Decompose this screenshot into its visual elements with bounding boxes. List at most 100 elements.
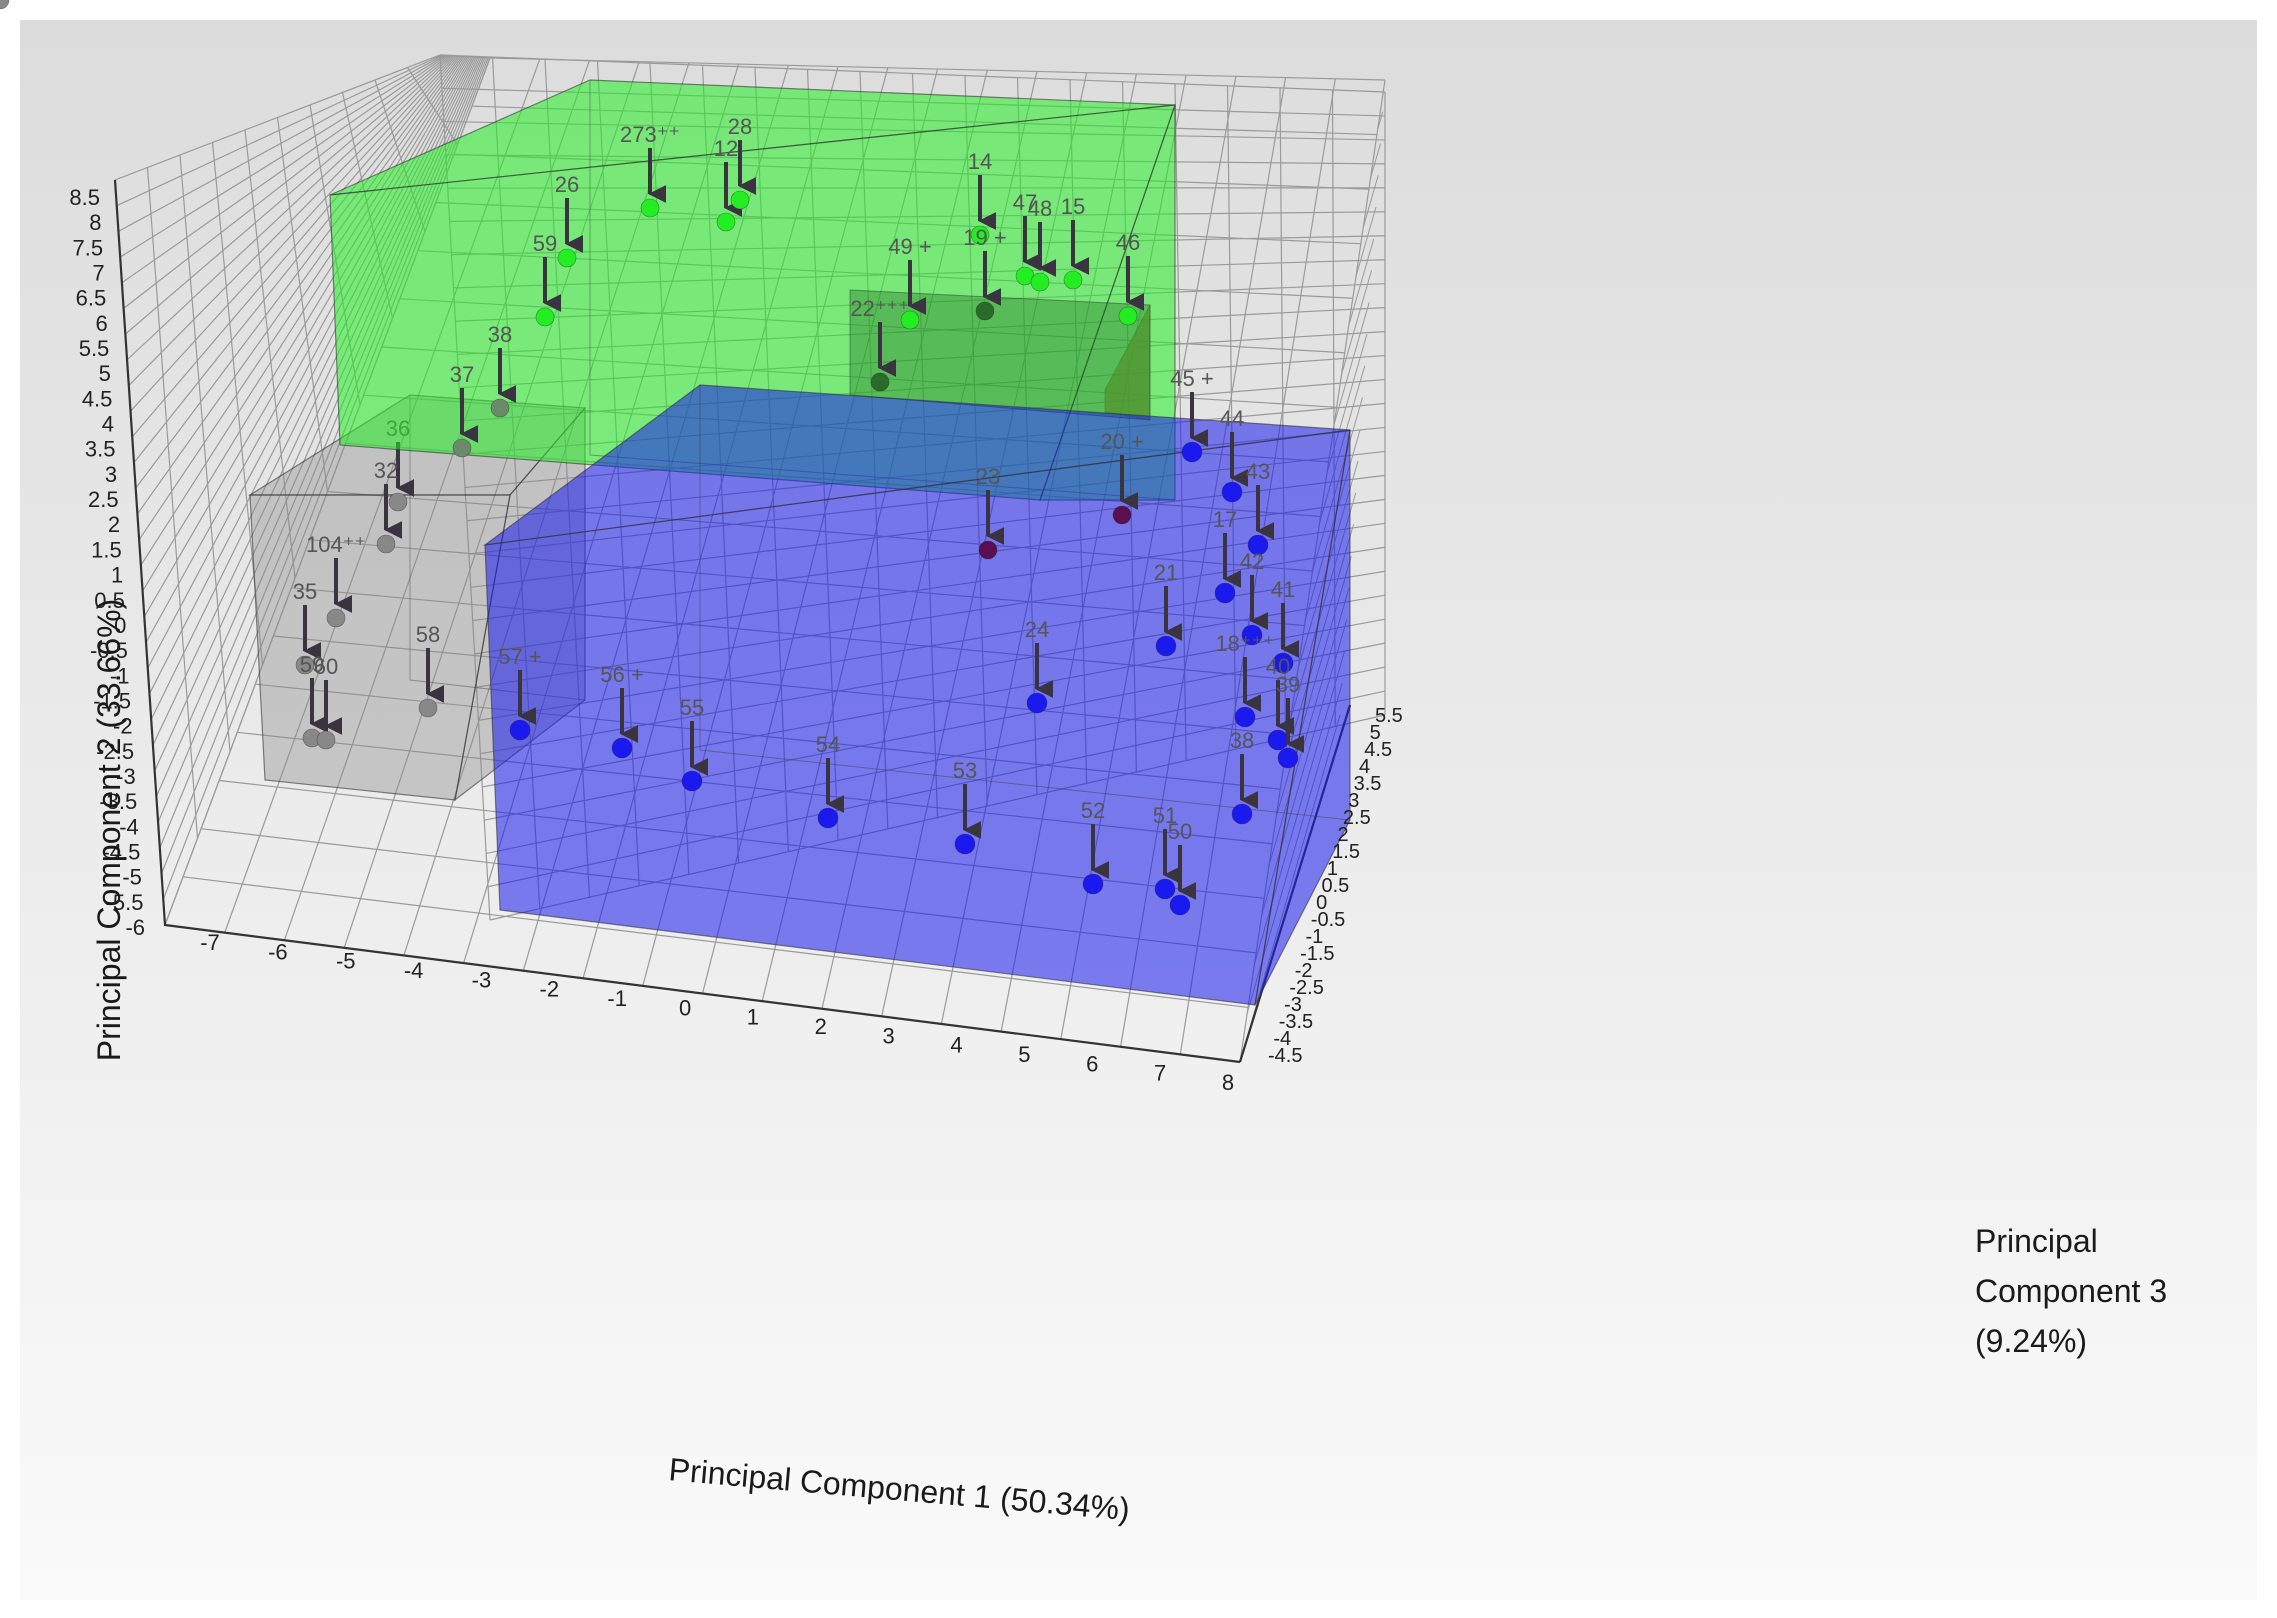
y-tick-label: -1.5: [93, 688, 131, 713]
data-point: [1169, 894, 1191, 916]
data-point: [295, 655, 315, 675]
point-label: 58: [416, 622, 440, 647]
data-point: [490, 398, 510, 418]
right-wall-grid-line: [1348, 238, 1375, 326]
point-label: 42: [1240, 549, 1264, 574]
z-tick-label: -4.5: [1268, 1045, 1302, 1067]
x-tick-label: 0: [679, 995, 691, 1020]
point-label: 39: [1276, 672, 1300, 697]
y-tick-label: -1: [110, 663, 130, 688]
data-point: [1112, 505, 1132, 525]
z-tick-label: -1: [1305, 926, 1323, 948]
point-label: 40: [1266, 654, 1290, 679]
y-tick-label: -3: [116, 764, 136, 789]
z-tick-label: 5: [1370, 722, 1381, 744]
data-point: [1155, 635, 1177, 657]
y-tick-label: -0.5: [90, 638, 128, 663]
back-wall-grid-line: [439, 54, 1386, 93]
y-tick-label: -4: [119, 814, 139, 839]
point-label: 35: [293, 579, 317, 604]
point-label: 51: [1153, 803, 1177, 828]
data-point: [716, 212, 736, 232]
data-point: [1154, 878, 1176, 900]
point-label: 21: [1154, 560, 1178, 585]
data-point: [316, 730, 336, 750]
point-label: 28: [728, 114, 752, 139]
point-label: 43: [1246, 459, 1270, 484]
y-tick-label: 3.5: [85, 437, 116, 462]
point-label: 53: [953, 758, 977, 783]
data-point: [681, 770, 703, 792]
y-tick-label: -3.5: [99, 789, 137, 814]
data-point: [326, 608, 346, 628]
floor-grid-line: [489, 57, 1386, 81]
point-label: 38: [488, 322, 512, 347]
point-label: 45 +: [1170, 366, 1213, 391]
data-point: [535, 307, 555, 327]
data-point: [1272, 652, 1294, 674]
z-axis-title: Principal Component 3 (9.24%): [1975, 1223, 2167, 1359]
left-wall-grid-line: [276, 117, 329, 492]
data-point: [978, 540, 998, 560]
y-tick-label: -5.5: [106, 890, 144, 915]
axis-spine: [113, 179, 1241, 1064]
point-label: 55: [680, 695, 704, 720]
point-label: 23: [976, 464, 1000, 489]
right-wall-grid-line: [1341, 270, 1372, 375]
point-label: 18⁺⁺⁺: [1215, 631, 1274, 656]
blue-cluster-box: [482, 384, 1351, 1006]
left-wall-grid-line: [179, 154, 231, 752]
data-point: [900, 310, 920, 330]
x-tick-label: -7: [200, 930, 220, 955]
point-label: 24: [1025, 617, 1049, 642]
y-tick-label: 6: [96, 311, 108, 336]
data-point: [1231, 803, 1253, 825]
data-point: [509, 719, 531, 741]
z-tick-label: 3.5: [1354, 773, 1382, 795]
point-label: 22⁺⁺⁺: [850, 296, 909, 321]
data-point: [376, 534, 396, 554]
data-point: [817, 807, 839, 829]
y-tick-label: 2: [108, 512, 120, 537]
left-wall-grid-line: [244, 129, 296, 579]
point-label: 41: [1271, 577, 1295, 602]
y-tick-label: -5: [122, 865, 142, 890]
point-label: 52: [1081, 798, 1105, 823]
z-tick-label: 0.5: [1322, 875, 1350, 897]
data-point: [1221, 481, 1243, 503]
z-tick-label: 3: [1348, 790, 1359, 812]
x-tick-label: -6: [268, 939, 288, 964]
x-tick-label: 8: [1222, 1070, 1234, 1095]
y-tick-label: 6.5: [76, 286, 107, 311]
x-tick-label: 5: [1018, 1042, 1030, 1067]
data-point: [975, 301, 995, 321]
data-point: [1118, 306, 1138, 326]
data-point: [1277, 747, 1299, 769]
x-tick-label: 4: [950, 1033, 962, 1058]
x-tick-label: -2: [540, 977, 560, 1002]
y-tick-label: -2.5: [96, 739, 134, 764]
y-tick-label: 7: [92, 261, 104, 286]
blue-box-back-edge: [699, 385, 1351, 821]
right-wall-grid-line: [1362, 175, 1379, 228]
data-point: [418, 698, 438, 718]
point-label: 15: [1061, 194, 1085, 219]
point-label: 60: [314, 654, 338, 679]
z-tick-label: 5.5: [1375, 705, 1403, 727]
y-tick-label: 2.5: [88, 487, 119, 512]
y-tick-label: 3: [105, 462, 117, 487]
point-label: 59: [300, 652, 324, 677]
data-point: [1267, 729, 1289, 751]
x-tick-label: -4: [404, 958, 424, 983]
right-wall-grid-line: [1333, 302, 1370, 424]
z-tick-label: 4: [1359, 756, 1370, 778]
z-tick-label: -4: [1273, 1028, 1291, 1050]
data-point: [0, 0, 10, 10]
data-point: [557, 248, 577, 268]
z-tick-label: -1.5: [1300, 943, 1334, 965]
data-point: [1082, 873, 1104, 895]
data-point: [1030, 272, 1050, 292]
y-tick-label: 8.5: [69, 185, 100, 210]
